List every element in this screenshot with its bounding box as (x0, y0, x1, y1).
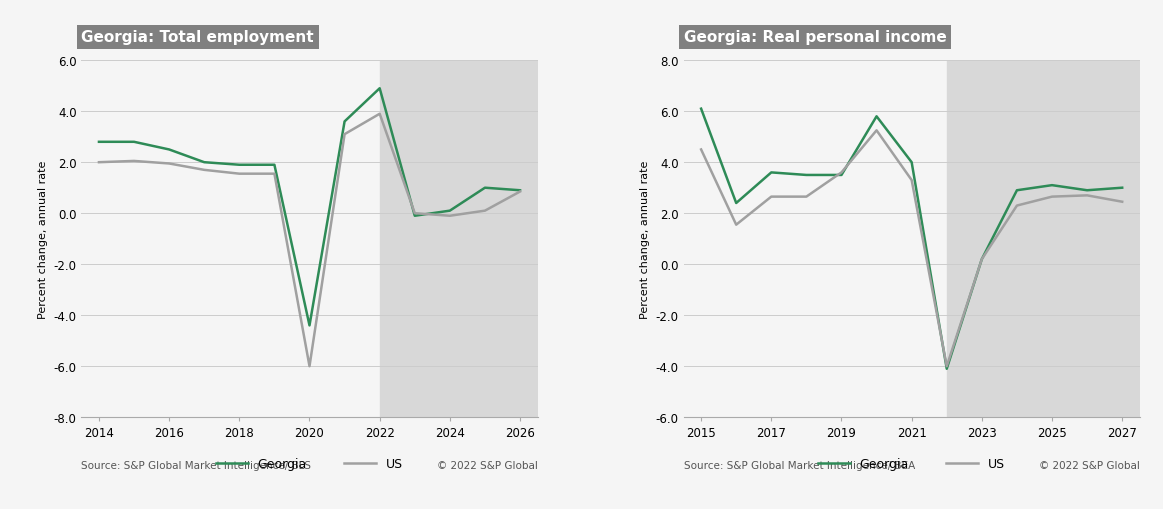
Bar (947, 61, 1140, 417)
Text: Georgia: Real personal income: Georgia: Real personal income (684, 30, 947, 45)
Text: © 2022 S&P Global: © 2022 S&P Global (1039, 460, 1140, 470)
Legend: Georgia, US: Georgia, US (212, 453, 408, 475)
Text: Georgia: Total employment: Georgia: Total employment (81, 30, 314, 45)
Text: Source: S&P Global Market Intelligence/ BLS: Source: S&P Global Market Intelligence/ … (81, 460, 312, 470)
Bar (379, 61, 537, 417)
Text: Source: S&P Global Market Intelligence/ BEA: Source: S&P Global Market Intelligence/ … (684, 460, 915, 470)
Y-axis label: Percent change, annual rate: Percent change, annual rate (38, 160, 48, 318)
Legend: Georgia, US: Georgia, US (813, 453, 1009, 475)
Y-axis label: Percent change, annual rate: Percent change, annual rate (640, 160, 650, 318)
Text: © 2022 S&P Global: © 2022 S&P Global (437, 460, 537, 470)
